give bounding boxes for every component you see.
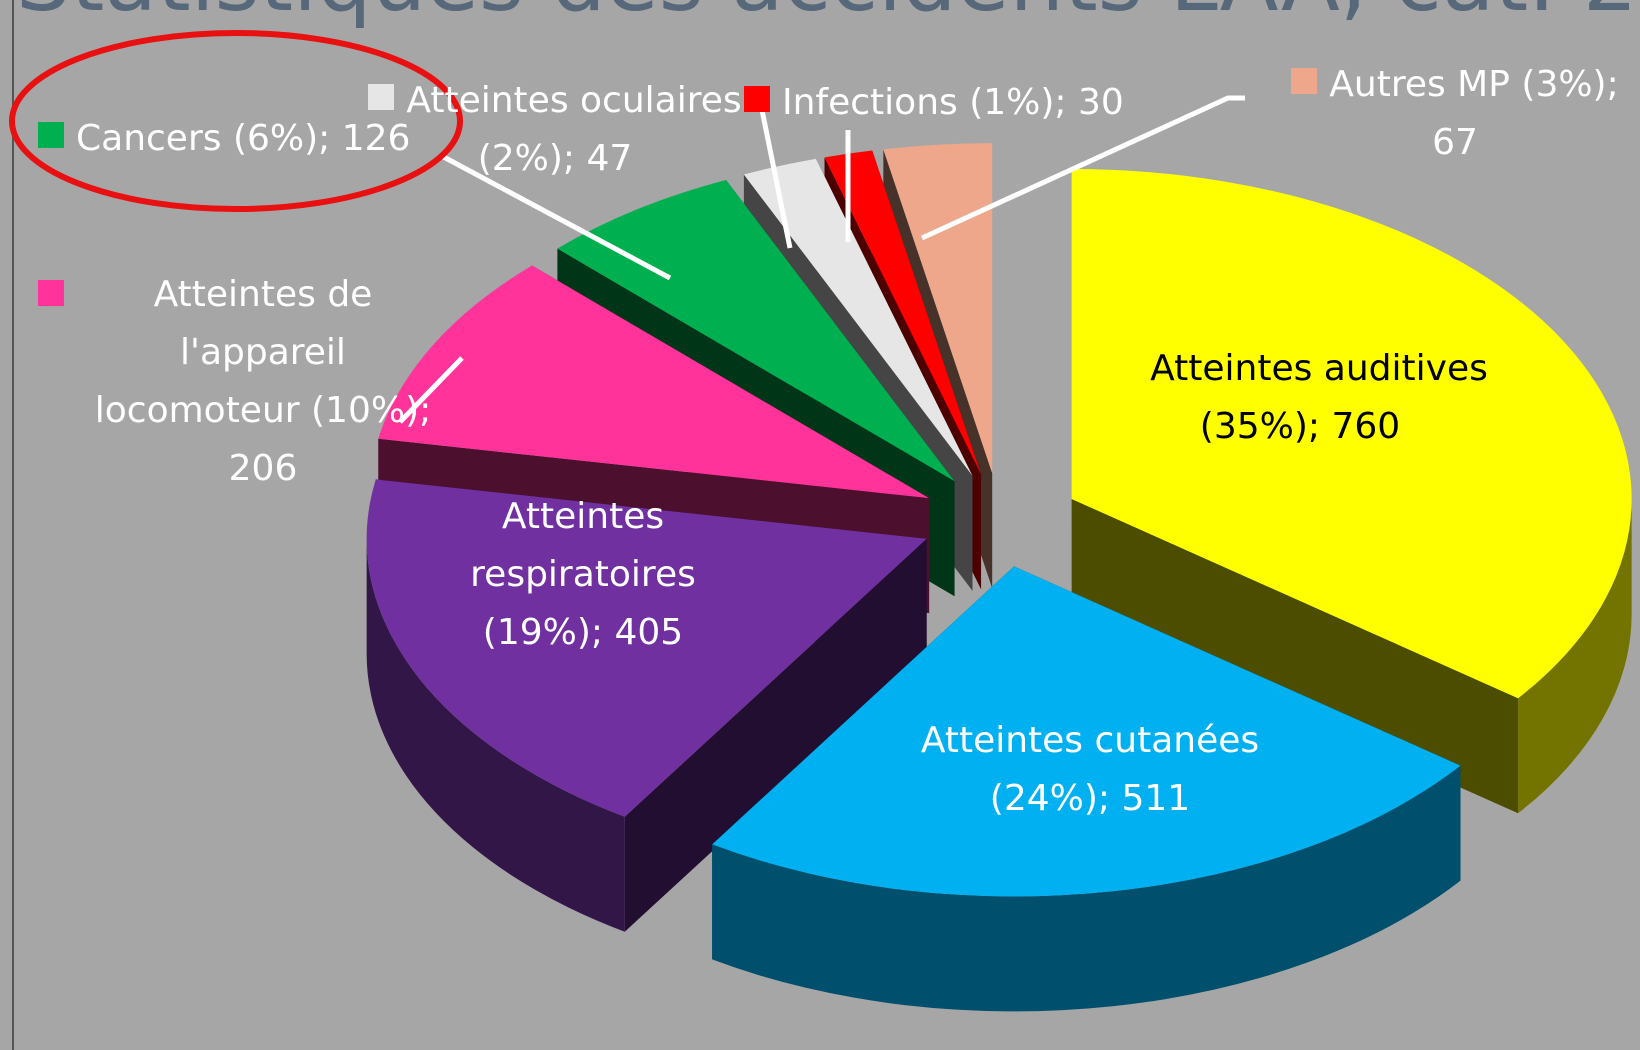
data-label: Atteintes respiratoires (19%); 405 — [433, 488, 733, 662]
leader-line — [438, 152, 672, 281]
legend-swatch — [1291, 68, 1318, 94]
slice-wall — [712, 765, 1461, 1012]
slice — [824, 150, 982, 475]
leader-line — [759, 109, 793, 249]
leader-line — [920, 95, 1245, 241]
leader-lines — [398, 95, 1245, 424]
slice — [378, 265, 930, 499]
legend-swatch — [38, 280, 64, 306]
data-label-text: Atteintes cutanées (24%); 511 — [920, 720, 1260, 819]
highlight-ellipse — [9, 30, 463, 212]
data-label: Atteintes de l'appareil locomoteur (10%)… — [38, 266, 453, 498]
data-label-text: Autres MP (3%); 67 — [1329, 64, 1619, 163]
data-label-text: Infections (1%); 30 — [782, 82, 1124, 123]
chart-title: Statistiques des accidents LAA, cat. 201… — [16, 0, 1640, 31]
slice-wall — [366, 538, 625, 932]
slice-side — [1071, 499, 1519, 814]
leader-line — [398, 356, 464, 424]
data-label-text: Atteintes de l'appareil locomoteur (10%)… — [94, 274, 432, 489]
data-label: Atteintes oculaires (2%); 47 — [345, 72, 765, 188]
legend-swatch — [1112, 352, 1139, 378]
slice — [743, 158, 973, 476]
slice — [366, 479, 927, 817]
slice — [1071, 169, 1632, 699]
slice-wall — [1518, 499, 1632, 814]
slice — [557, 179, 955, 482]
slice — [712, 566, 1461, 897]
data-label: Cancers (6%); 126 — [38, 110, 478, 168]
data-label-text: Atteintes respiratoires (19%); 405 — [470, 496, 696, 653]
data-label: Atteintes cutanées (24%); 511 — [860, 712, 1320, 828]
pie — [366, 143, 1632, 1012]
data-label: Atteintes auditives (35%); 760 — [1080, 340, 1520, 456]
data-label-text: Cancers (6%); 126 — [76, 118, 411, 159]
legend-swatch — [38, 122, 64, 148]
legend-swatch — [744, 86, 770, 112]
data-label: Infections (1%); 30 — [744, 74, 1164, 132]
legend-swatch — [368, 84, 395, 110]
data-label-text: Atteintes auditives (35%); 760 — [1150, 348, 1488, 447]
slice — [883, 143, 993, 474]
data-label-text: Atteintes oculaires (2%); 47 — [406, 80, 742, 179]
data-label: Autres MP (3%); 67 — [1265, 56, 1640, 172]
